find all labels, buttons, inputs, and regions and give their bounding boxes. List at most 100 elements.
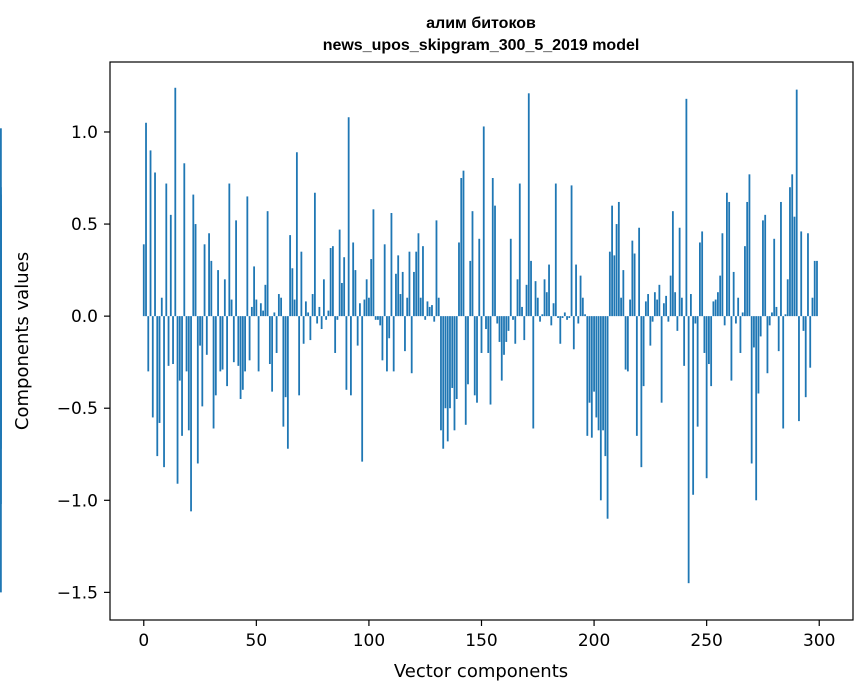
- bar: [464, 316, 467, 425]
- bar: [199, 316, 201, 346]
- bar: [593, 316, 595, 392]
- x-tick-label: 0: [138, 631, 149, 651]
- bar: [165, 183, 168, 317]
- bar: [685, 98, 688, 317]
- bar: [804, 316, 807, 398]
- bar: [163, 316, 165, 468]
- bar: [527, 93, 530, 317]
- bar: [599, 316, 602, 501]
- y-axis-ticks: 1.0 0.5 0.0 −0.5 −1.0 −1.5: [57, 123, 110, 603]
- bar: [757, 316, 760, 394]
- bar: [388, 316, 391, 339]
- x-axis-label: Vector components: [394, 661, 568, 682]
- bar: [176, 316, 179, 484]
- bar: [442, 316, 445, 449]
- bar: [282, 316, 285, 427]
- bar: [365, 279, 368, 317]
- bar: [446, 316, 449, 442]
- bar: [557, 316, 559, 318]
- bar: [813, 260, 816, 317]
- bar: [158, 316, 161, 423]
- bar: [635, 316, 638, 436]
- bar: [516, 279, 519, 317]
- bar: [536, 297, 539, 317]
- x-tick-label: 300: [803, 631, 835, 651]
- bar: [147, 316, 150, 372]
- bar: [205, 316, 208, 355]
- bar: [322, 279, 325, 317]
- bar: [476, 316, 478, 403]
- bar: [726, 192, 728, 317]
- bar: [196, 316, 199, 464]
- bar: [354, 270, 357, 317]
- bar: [485, 316, 487, 330]
- bar: [336, 316, 339, 320]
- bar: [266, 211, 269, 317]
- y-tick-label: 0.5: [71, 215, 98, 235]
- bar: [811, 297, 814, 317]
- bar: [647, 294, 650, 317]
- bar: [467, 316, 469, 385]
- bar: [775, 306, 778, 317]
- bar: [449, 316, 451, 409]
- bar: [383, 244, 386, 317]
- bar: [689, 294, 692, 317]
- bar: [577, 316, 580, 324]
- bar: [428, 306, 431, 317]
- bar: [701, 231, 704, 317]
- bar: [786, 279, 789, 317]
- bar: [482, 126, 485, 317]
- bar: [658, 284, 661, 317]
- bar: [523, 316, 526, 341]
- bar: [264, 284, 267, 317]
- bar: [532, 316, 535, 429]
- bar: [372, 209, 375, 317]
- y-tick-label: −1.5: [57, 583, 98, 603]
- bar: [712, 301, 715, 317]
- bar: [453, 316, 456, 431]
- bar: [789, 187, 791, 317]
- y-tick-label: 0.0: [71, 307, 98, 327]
- bar: [160, 297, 163, 317]
- bar: [194, 224, 197, 317]
- bar: [717, 292, 719, 317]
- x-tick-label: 250: [690, 631, 722, 651]
- bar: [478, 238, 481, 317]
- bar: [530, 260, 532, 317]
- bar: [381, 316, 384, 361]
- bar: [660, 316, 663, 403]
- bar: [318, 306, 321, 317]
- bar: [289, 235, 292, 317]
- bar: [656, 299, 659, 317]
- bar: [626, 316, 629, 372]
- bar: [521, 306, 523, 317]
- bar: [223, 279, 226, 317]
- bar: [363, 299, 366, 317]
- bar: [759, 316, 762, 337]
- bar: [559, 316, 562, 344]
- bar: [277, 294, 280, 317]
- bar: [615, 224, 618, 317]
- bar: [268, 316, 271, 365]
- bar: [183, 163, 186, 317]
- bar: [525, 284, 528, 317]
- bar: [491, 178, 494, 317]
- bar: [669, 275, 672, 317]
- bar: [273, 312, 276, 317]
- bar: [622, 270, 625, 317]
- bar: [300, 251, 303, 317]
- bar: [187, 316, 190, 431]
- bar: [178, 316, 181, 381]
- bar: [313, 192, 316, 317]
- bar: [332, 246, 334, 317]
- bar: [568, 316, 571, 318]
- bar: [415, 251, 418, 317]
- bar: [662, 303, 665, 317]
- bar: [548, 264, 550, 317]
- bar: [444, 316, 447, 409]
- y-tick-label: −0.5: [57, 399, 98, 419]
- bar: [417, 233, 420, 317]
- bar: [293, 299, 296, 317]
- bar: [406, 297, 409, 317]
- bar: [793, 216, 796, 317]
